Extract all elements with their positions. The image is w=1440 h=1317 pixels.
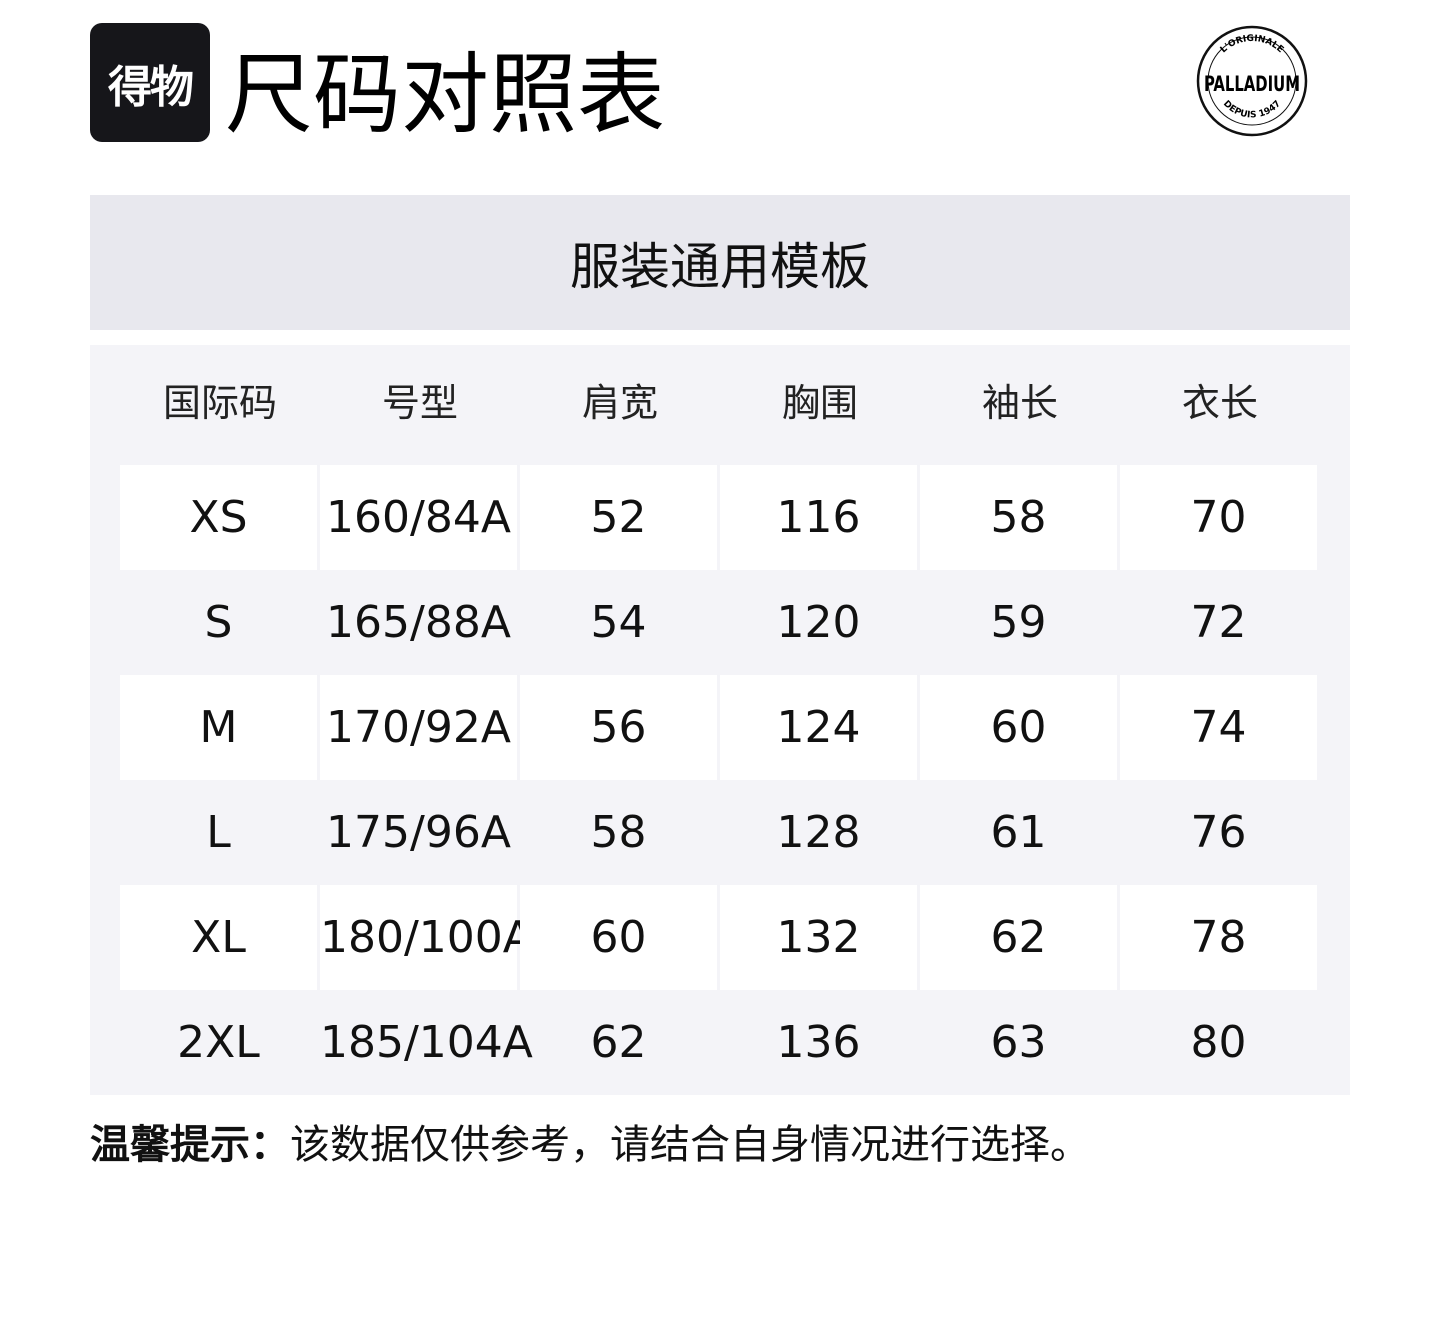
table-cell: 180/100A (320, 885, 533, 990)
table-cell: 160/84A (320, 465, 517, 570)
size-table: 国际码 号型 肩宽 胸围 袖长 衣长 XS 160/84A 52 116 58 70 S 16… (90, 345, 1350, 1095)
table-cell: 116 (720, 465, 917, 570)
table-row: S 165/88A 54 120 59 72 (120, 570, 1320, 675)
header-cell: 国际码 (162, 381, 277, 425)
table-cell: XL (120, 885, 317, 990)
page-title: 尺码对照表 (225, 43, 666, 146)
table-cell: 136 (776, 1017, 861, 1068)
header-cell: 肩宽 (581, 381, 658, 425)
table-cell: 56 (520, 675, 717, 780)
table-cell: 175/96A (326, 807, 511, 858)
tip-note: 温馨提示：该数据仅供参考，请结合自身情况进行选择。 (90, 1115, 1090, 1175)
table-row: XL 180/100A 60 132 62 78 (120, 885, 1320, 990)
table-row: L 175/96A 58 128 61 76 (120, 780, 1320, 885)
table-cell: 132 (720, 885, 917, 990)
table-cell: 74 (1120, 675, 1317, 780)
table-cell: 72 (1190, 597, 1247, 648)
table-cell: 54 (590, 597, 647, 648)
svg-text:PALLADIUM: PALLADIUM (1204, 72, 1300, 96)
table-row: 2XL 185/104A 62 136 63 80 (120, 990, 1320, 1095)
template-title-band: 服装通用模板 (90, 195, 1350, 330)
table-cell: 2XL (177, 1017, 260, 1068)
tip-label: 温馨提示： (90, 1122, 290, 1168)
table-cell: 80 (1190, 1017, 1247, 1068)
tip-text: 该数据仅供参考，请结合自身情况进行选择。 (290, 1122, 1090, 1168)
table-cell: 60 (520, 885, 717, 990)
table-cell: 52 (520, 465, 717, 570)
table-cell: S (204, 597, 233, 648)
header-cell: 袖长 (981, 381, 1058, 425)
table-cell: 61 (990, 807, 1047, 858)
table-cell: 70 (1120, 465, 1317, 570)
table-cell: 170/92A (320, 675, 517, 780)
table-row: M 170/92A 56 124 60 74 (120, 675, 1320, 780)
table-row: XS 160/84A 52 116 58 70 (120, 465, 1320, 570)
table-cell: 59 (990, 597, 1047, 648)
table-cell: XS (120, 465, 317, 570)
template-title: 服装通用模板 (570, 237, 870, 296)
table-cell: 62 (920, 885, 1117, 990)
dewu-app-logo: 得物 (90, 23, 210, 142)
table-cell: L (206, 807, 231, 858)
table-cell: 165/88A (326, 597, 511, 648)
header-cell: 号型 (381, 381, 458, 425)
table-cell: 58 (920, 465, 1117, 570)
table-cell: 185/104A (320, 1017, 533, 1068)
table-cell: 124 (720, 675, 917, 780)
table-cell: 62 (590, 1017, 647, 1068)
table-header: 国际码 号型 肩宽 胸围 袖长 衣长 (120, 375, 1320, 431)
palladium-logo: L'ORIGINALE DEPUIS 1947 PALLADIUM (1196, 25, 1308, 137)
table-cell: 63 (990, 1017, 1047, 1068)
table-cell: 78 (1120, 885, 1317, 990)
table-cell: 128 (776, 807, 861, 858)
table-cell: 120 (776, 597, 861, 648)
app-logo-text: 得物 (108, 61, 194, 113)
table-cell: 76 (1190, 807, 1247, 858)
header-cell: 衣长 (1181, 381, 1258, 425)
table-cell: M (120, 675, 317, 780)
table-cell: 60 (920, 675, 1117, 780)
header-cell: 胸围 (781, 381, 858, 425)
table-cell: 58 (590, 807, 647, 858)
